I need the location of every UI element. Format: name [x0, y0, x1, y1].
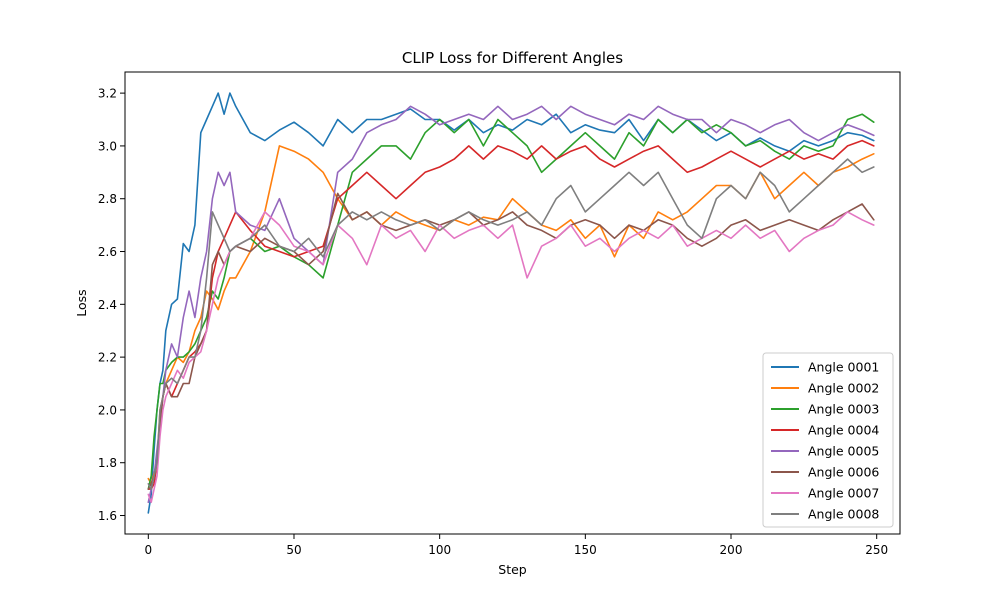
legend-label: Angle 0005	[808, 444, 879, 459]
y-tick-label: 2.8	[98, 192, 117, 206]
y-tick-label: 2.0	[98, 403, 117, 417]
plot-frame	[124, 71, 901, 535]
legend-label: Angle 0008	[808, 507, 879, 522]
x-tick-label: 200	[720, 543, 743, 557]
legend-label: Angle 0006	[808, 465, 879, 480]
legend-label: Angle 0004	[808, 423, 879, 438]
y-tick-label: 3.0	[98, 139, 117, 153]
y-tick-label: 1.6	[98, 509, 117, 523]
series-lines	[147, 92, 875, 514]
y-tick-label: 2.6	[98, 245, 117, 259]
legend-label: Angle 0003	[808, 402, 879, 417]
x-tick-label: 150	[574, 543, 597, 557]
x-axis: 0 50 100 150 200 250	[144, 534, 888, 557]
series-line-8	[147, 158, 875, 490]
legend-label: Angle 0001	[808, 360, 879, 375]
legend: Angle 0001 Angle 0002 Angle 0003 Angle 0004…	[762, 352, 894, 528]
x-tick-label: 250	[865, 543, 888, 557]
y-tick-label: 2.4	[98, 298, 117, 312]
x-tick-label: 0	[144, 543, 152, 557]
series-line-5	[147, 105, 875, 504]
series-line-1	[147, 92, 875, 514]
series-line-2	[147, 145, 875, 485]
x-tick-label: 50	[286, 543, 301, 557]
y-tick-label: 3.2	[98, 87, 117, 101]
y-axis-label: Loss	[74, 289, 89, 316]
legend-label: Angle 0002	[808, 381, 879, 396]
series-line-7	[147, 211, 875, 504]
x-axis-label: Step	[498, 562, 527, 577]
y-axis: 1.6 1.8 2.0 2.2 2.4 2.6 2.8 3.0 3.2	[98, 87, 125, 523]
series-line-3	[147, 113, 875, 490]
x-tick-label: 100	[428, 543, 451, 557]
chart-title: CLIP Loss for Different Angles	[402, 49, 623, 67]
series-line-4	[147, 139, 875, 490]
legend-frame	[762, 352, 894, 528]
y-tick-label: 1.8	[98, 456, 117, 470]
legend-label: Angle 0007	[808, 486, 879, 501]
y-tick-label: 2.2	[98, 351, 117, 365]
